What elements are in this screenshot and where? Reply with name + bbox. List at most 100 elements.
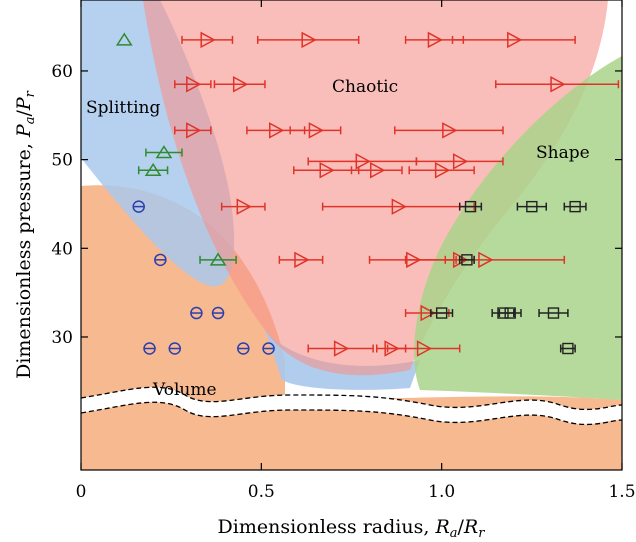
y-axis-title: Dimensionless pressure, Pa/Pr [13,90,38,379]
marker-triangle-right [301,31,317,49]
data-point-triangle-right [213,75,266,93]
ticks: 0 0.5 1.0 1.5 30 40 50 60 [51,0,636,502]
data-point-triangle-right [220,198,266,215]
axis-break-line-upper [80,386,623,411]
marker-square [547,307,560,319]
marker-triangle-right [269,122,285,139]
y-tick-label: 50 [51,151,73,171]
marker-triangle-right [420,304,436,322]
axis-break-band [81,387,622,425]
marker-square [464,200,477,213]
data-point-triangle-right [289,122,342,139]
data-point-triangle-right [386,340,461,357]
marker-triangle-right [355,153,371,170]
marker-triangle-right [200,31,216,49]
region-chaotic [143,0,608,376]
data-point-square [516,200,548,213]
marker-triangle-right [434,162,451,179]
marker-triangle-right [186,75,202,93]
data-point-triangle-right [174,122,212,139]
axis-break-line-lower [80,401,623,426]
marker-square [526,200,538,213]
region-labels: Splitting Chaotic Shape Volume [86,77,590,400]
data-point-circle-minus [237,342,250,355]
marker-triangle-right [236,198,252,215]
axis-break [80,386,623,426]
region-label-chaotic: Chaotic [332,77,398,97]
region-label-volume: Volume [152,380,217,400]
marker-square [562,342,574,355]
marker-triangle-right [442,122,458,139]
data-point-circle-minus [132,200,145,213]
marker-triangle-right [369,162,386,179]
data-point-square [563,200,587,213]
marker-triangle-right [416,340,433,357]
data-point-triangle-right [181,31,234,49]
region-splitting-tail [265,330,420,390]
region-label-shape: Shape [536,143,590,163]
marker-triangle-right [384,340,400,357]
data-point-circle-minus [211,306,225,320]
marker-triangle-right [308,122,325,139]
y-tick-label: 60 [51,62,73,82]
data-point-circle-minus [154,253,167,267]
data-point-triangle-right [256,31,360,49]
region-splitting [81,0,235,287]
data-point-triangle-right [451,31,576,49]
marker-square [435,307,448,319]
data-point-triangle-right [293,162,360,179]
data-point-square [430,307,454,319]
marker-triangle-right [294,251,310,269]
marker-triangle-right [478,251,494,269]
marker-triangle-up [155,145,173,159]
markers [115,31,620,357]
marker-triangle-right [427,31,444,49]
data-point-triangle-right [321,198,475,215]
data-point-triangle-up [137,162,169,177]
data-point-square [538,307,569,319]
data-point-triangle-right [415,153,504,170]
data-point-square [458,200,483,213]
data-point-triangle-right [408,162,475,179]
data-point-triangle-right [278,251,324,269]
marker-triangle-up [115,32,133,46]
data-point-circle-minus [143,342,156,355]
marker-triangle-right [550,75,566,93]
marker-triangle-right [391,198,407,215]
marker-triangle-right [186,122,202,139]
data-point-triangle-right [350,162,403,179]
y-tick-label: 40 [51,239,73,259]
data-point-square [498,307,522,319]
data-point-circle-minus [168,342,182,355]
x-tick-label: 0.5 [248,482,275,502]
data-point-triangle-up [199,252,237,266]
y-tick-label: 30 [51,328,73,348]
marker-triangle-right [333,340,350,357]
marker-square [504,307,516,319]
data-point-square [559,342,576,355]
data-point-circle-minus [262,342,275,355]
data-point-triangle-right [307,340,374,357]
marker-triangle-right [232,75,249,93]
region-shape [414,56,622,400]
data-point-triangle-right [174,75,212,93]
marker-square [569,200,581,213]
marker-triangle-right [452,153,469,170]
marker-triangle-up [144,162,162,177]
marker-triangle-up [209,252,227,266]
marker-square [461,254,473,266]
data-point-triangle-right [394,122,504,139]
x-tick-label: 1.0 [428,482,455,502]
data-point-circle-minus [190,306,203,320]
marker-triangle-right [507,31,523,49]
data-point-triangle-up [115,32,133,46]
data-point-triangle-up [145,145,183,159]
plot-frame [80,0,623,471]
data-point-triangle-right [404,251,566,269]
x-axis-title: Dimensionless radius, Ra/Rr [218,516,486,541]
region-label-splitting: Splitting [86,98,160,118]
data-point-square [458,254,475,266]
x-tick-label: 1.5 [608,482,635,502]
x-tick-label: 0 [76,482,87,502]
